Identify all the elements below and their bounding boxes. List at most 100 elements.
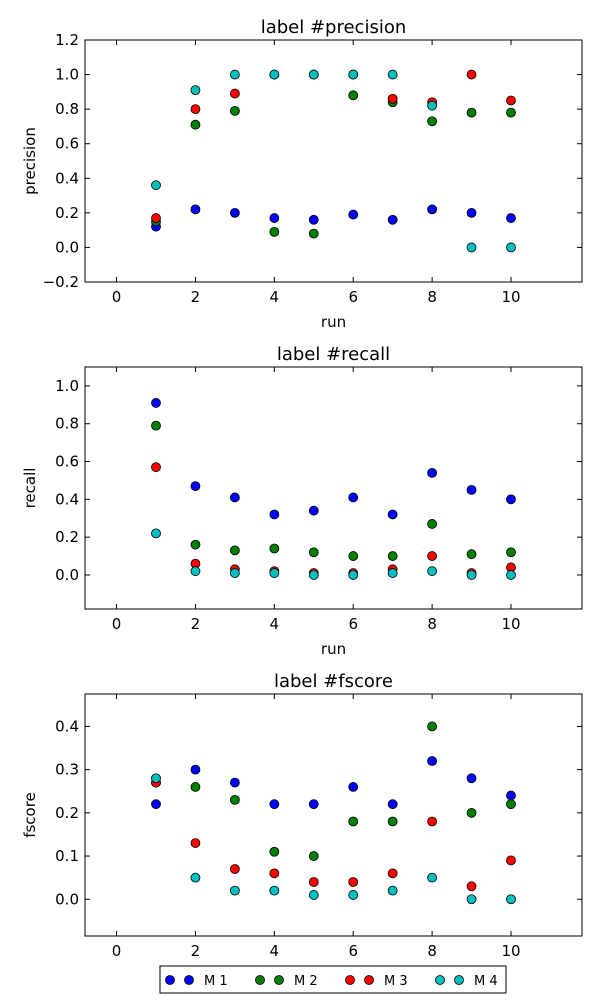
y-tick-label: 0.4 (55, 490, 79, 508)
x-tick-label: 2 (191, 942, 201, 960)
data-point (269, 885, 280, 896)
data-point (151, 528, 161, 539)
x-tick-label: 10 (501, 288, 520, 306)
x-axis-label: run (321, 313, 346, 331)
chart-title: label #recall (277, 344, 390, 365)
y-tick-label: 0.6 (55, 135, 79, 153)
data-point (506, 494, 516, 505)
y-tick-label: 0.2 (55, 528, 79, 546)
data-point (506, 107, 516, 118)
y-tick-label: 0.4 (55, 717, 79, 735)
data-point (466, 773, 477, 784)
legend-marker (454, 975, 464, 985)
x-tick-label: 10 (501, 615, 520, 633)
data-point (466, 570, 477, 580)
data-point (427, 756, 438, 766)
data-point (466, 484, 477, 495)
data-point (269, 69, 280, 80)
data-point (427, 467, 438, 478)
plot-frame (84, 693, 583, 937)
data-point (427, 872, 438, 883)
data-point (308, 570, 319, 580)
y-tick-label: 0.8 (55, 415, 79, 433)
series-m4 (151, 69, 516, 253)
y-tick-label: 0.2 (55, 804, 79, 822)
x-tick-label: 0 (112, 615, 122, 633)
legend-label: M 3 (384, 974, 408, 989)
series-m2 (151, 721, 516, 861)
x-tick-label: 8 (427, 288, 437, 306)
data-point (387, 551, 398, 561)
subplot-2: 0 2 4 6 8 10 0.0 0.2 0.4 0.6 0.8 1.0 label #recall ru… (21, 344, 583, 658)
data-point (427, 116, 438, 127)
x-tick-label: 4 (270, 615, 280, 633)
data-point (387, 816, 398, 827)
x-tick-label: 2 (191, 615, 201, 633)
data-point (348, 816, 359, 827)
data-point (506, 799, 516, 810)
y-tick-label: 1.2 (55, 31, 79, 49)
data-point (190, 838, 201, 848)
legend: M 1 M 2 M 3 M 4 (159, 965, 507, 994)
data-point (506, 547, 516, 558)
series-m3 (151, 69, 516, 223)
y-tick-label: 0.3 (55, 761, 79, 779)
data-point (387, 509, 398, 520)
data-point (308, 877, 319, 887)
legend-marker (345, 975, 355, 985)
series-m3 (151, 777, 516, 892)
series-m2 (151, 90, 516, 239)
data-point (229, 545, 240, 556)
data-point (308, 505, 319, 516)
data-point (190, 566, 201, 577)
series-m4 (151, 528, 516, 580)
data-point (151, 420, 161, 431)
data-point (190, 782, 201, 792)
data-point (269, 543, 280, 554)
data-point (466, 242, 477, 253)
series-m2 (151, 420, 516, 561)
x-tick-label: 0 (112, 288, 122, 306)
legend-marker (165, 975, 175, 985)
series-m4 (151, 773, 516, 905)
y-tick-label: 1.0 (55, 66, 79, 84)
data-point (308, 228, 319, 239)
x-tick-label: 8 (427, 942, 437, 960)
x-tick-label: 6 (348, 288, 358, 306)
data-point (151, 462, 161, 473)
data-point (506, 213, 516, 223)
data-point (506, 894, 516, 905)
data-point (427, 551, 438, 561)
data-point (348, 551, 359, 561)
data-point (466, 107, 477, 118)
x-tick-label: 0 (112, 942, 122, 960)
y-tick-label: 0.0 (55, 566, 79, 584)
data-point (387, 885, 398, 896)
data-point (190, 539, 201, 550)
data-point (348, 877, 359, 887)
data-point (269, 213, 280, 223)
data-point (466, 207, 477, 218)
data-point (506, 570, 516, 580)
data-point (269, 846, 280, 857)
series-m3 (151, 462, 516, 578)
data-point (348, 69, 359, 80)
data-point (190, 85, 201, 96)
plot-frame (84, 366, 583, 610)
data-point (348, 570, 359, 580)
data-point (348, 90, 359, 101)
data-point (229, 885, 240, 896)
y-tick-label: 1.0 (55, 377, 79, 395)
data-point (229, 105, 240, 116)
data-point (151, 799, 161, 810)
data-point (466, 881, 477, 892)
legend-label: M 2 (294, 974, 318, 989)
chart-title: label #fscore (274, 671, 393, 692)
y-axis-label: precision (21, 127, 39, 195)
data-point (348, 492, 359, 503)
data-point (308, 851, 319, 861)
data-point (308, 69, 319, 80)
data-point (427, 519, 438, 529)
data-point (506, 855, 516, 866)
data-point (229, 794, 240, 805)
